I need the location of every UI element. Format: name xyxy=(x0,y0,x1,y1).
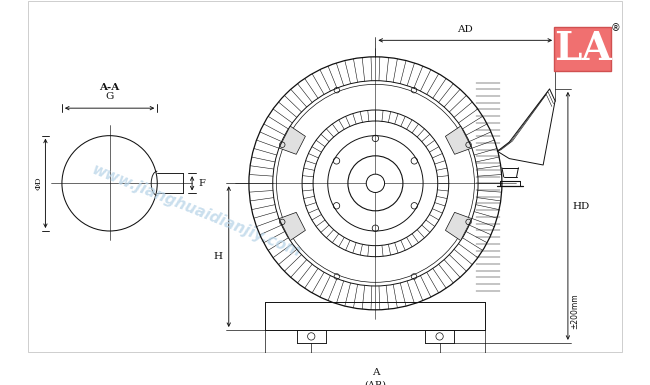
Text: A-A: A-A xyxy=(99,84,120,92)
Text: AD: AD xyxy=(458,25,473,34)
Text: www.jianghuaidianjiy.com: www.jianghuaidianjiy.com xyxy=(90,162,304,260)
Polygon shape xyxy=(279,213,306,241)
Text: ±200mm: ±200mm xyxy=(571,293,580,328)
FancyBboxPatch shape xyxy=(554,27,611,70)
Polygon shape xyxy=(445,213,472,241)
Polygon shape xyxy=(445,126,472,154)
Text: F: F xyxy=(198,179,205,188)
Text: H: H xyxy=(213,252,222,261)
Text: A: A xyxy=(372,368,379,377)
Circle shape xyxy=(366,174,385,192)
Text: (AB): (AB) xyxy=(365,380,386,385)
Text: LA: LA xyxy=(554,30,612,68)
Polygon shape xyxy=(279,126,306,154)
Text: G: G xyxy=(105,92,114,101)
Text: ΦD: ΦD xyxy=(34,176,42,190)
Text: HD: HD xyxy=(573,202,590,211)
Text: ®: ® xyxy=(611,23,621,33)
